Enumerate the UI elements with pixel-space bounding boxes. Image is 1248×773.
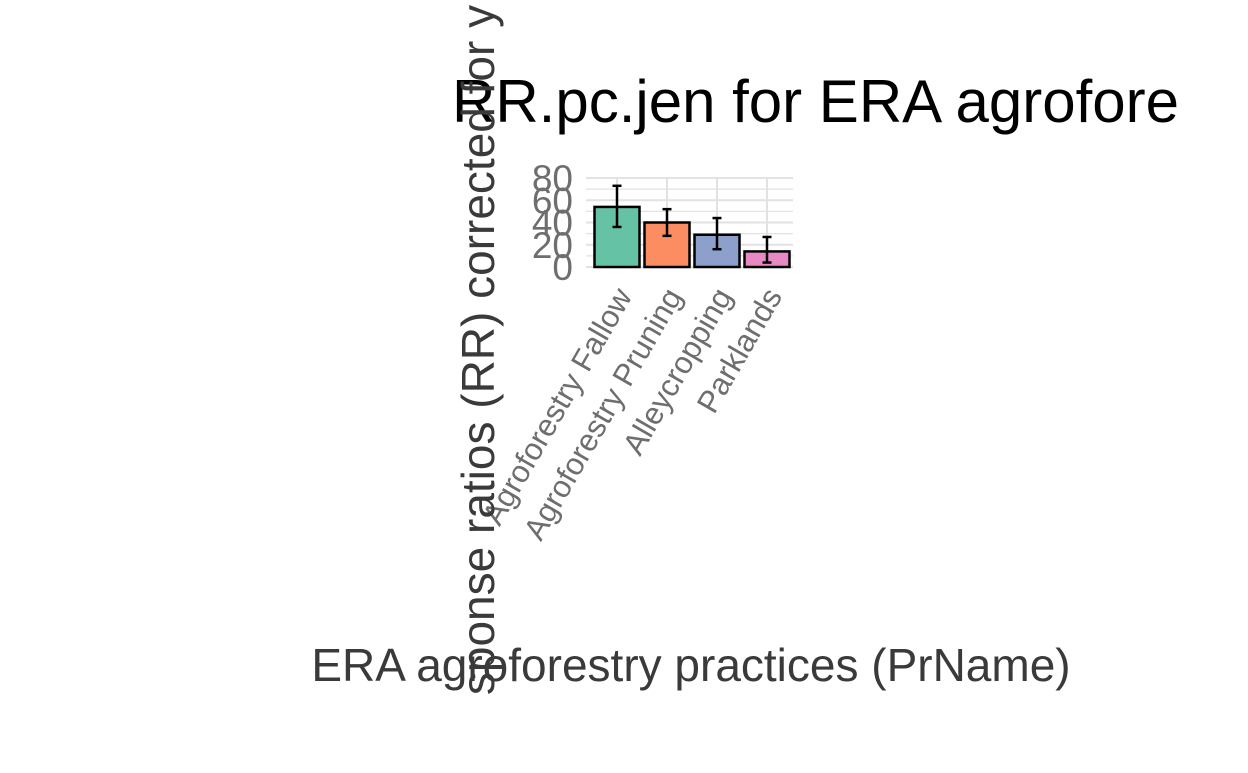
bar [593,205,641,269]
x-axis-title: ERA agroforestry practices (PrName) [311,639,1070,691]
y-tick-label: 80 [532,158,573,199]
chart-title: RR.pc.jen for ERA agrofore [452,68,1179,135]
y-tick-label: 60 [532,180,573,221]
y-tick-label: 20 [532,225,573,266]
y-axis-title: sponse ratios (RR) corrected for y [452,5,504,695]
error-bars [612,184,772,264]
y-tick-label: 0 [552,247,573,288]
y-tick-label: 40 [532,203,573,244]
bars [593,205,791,269]
